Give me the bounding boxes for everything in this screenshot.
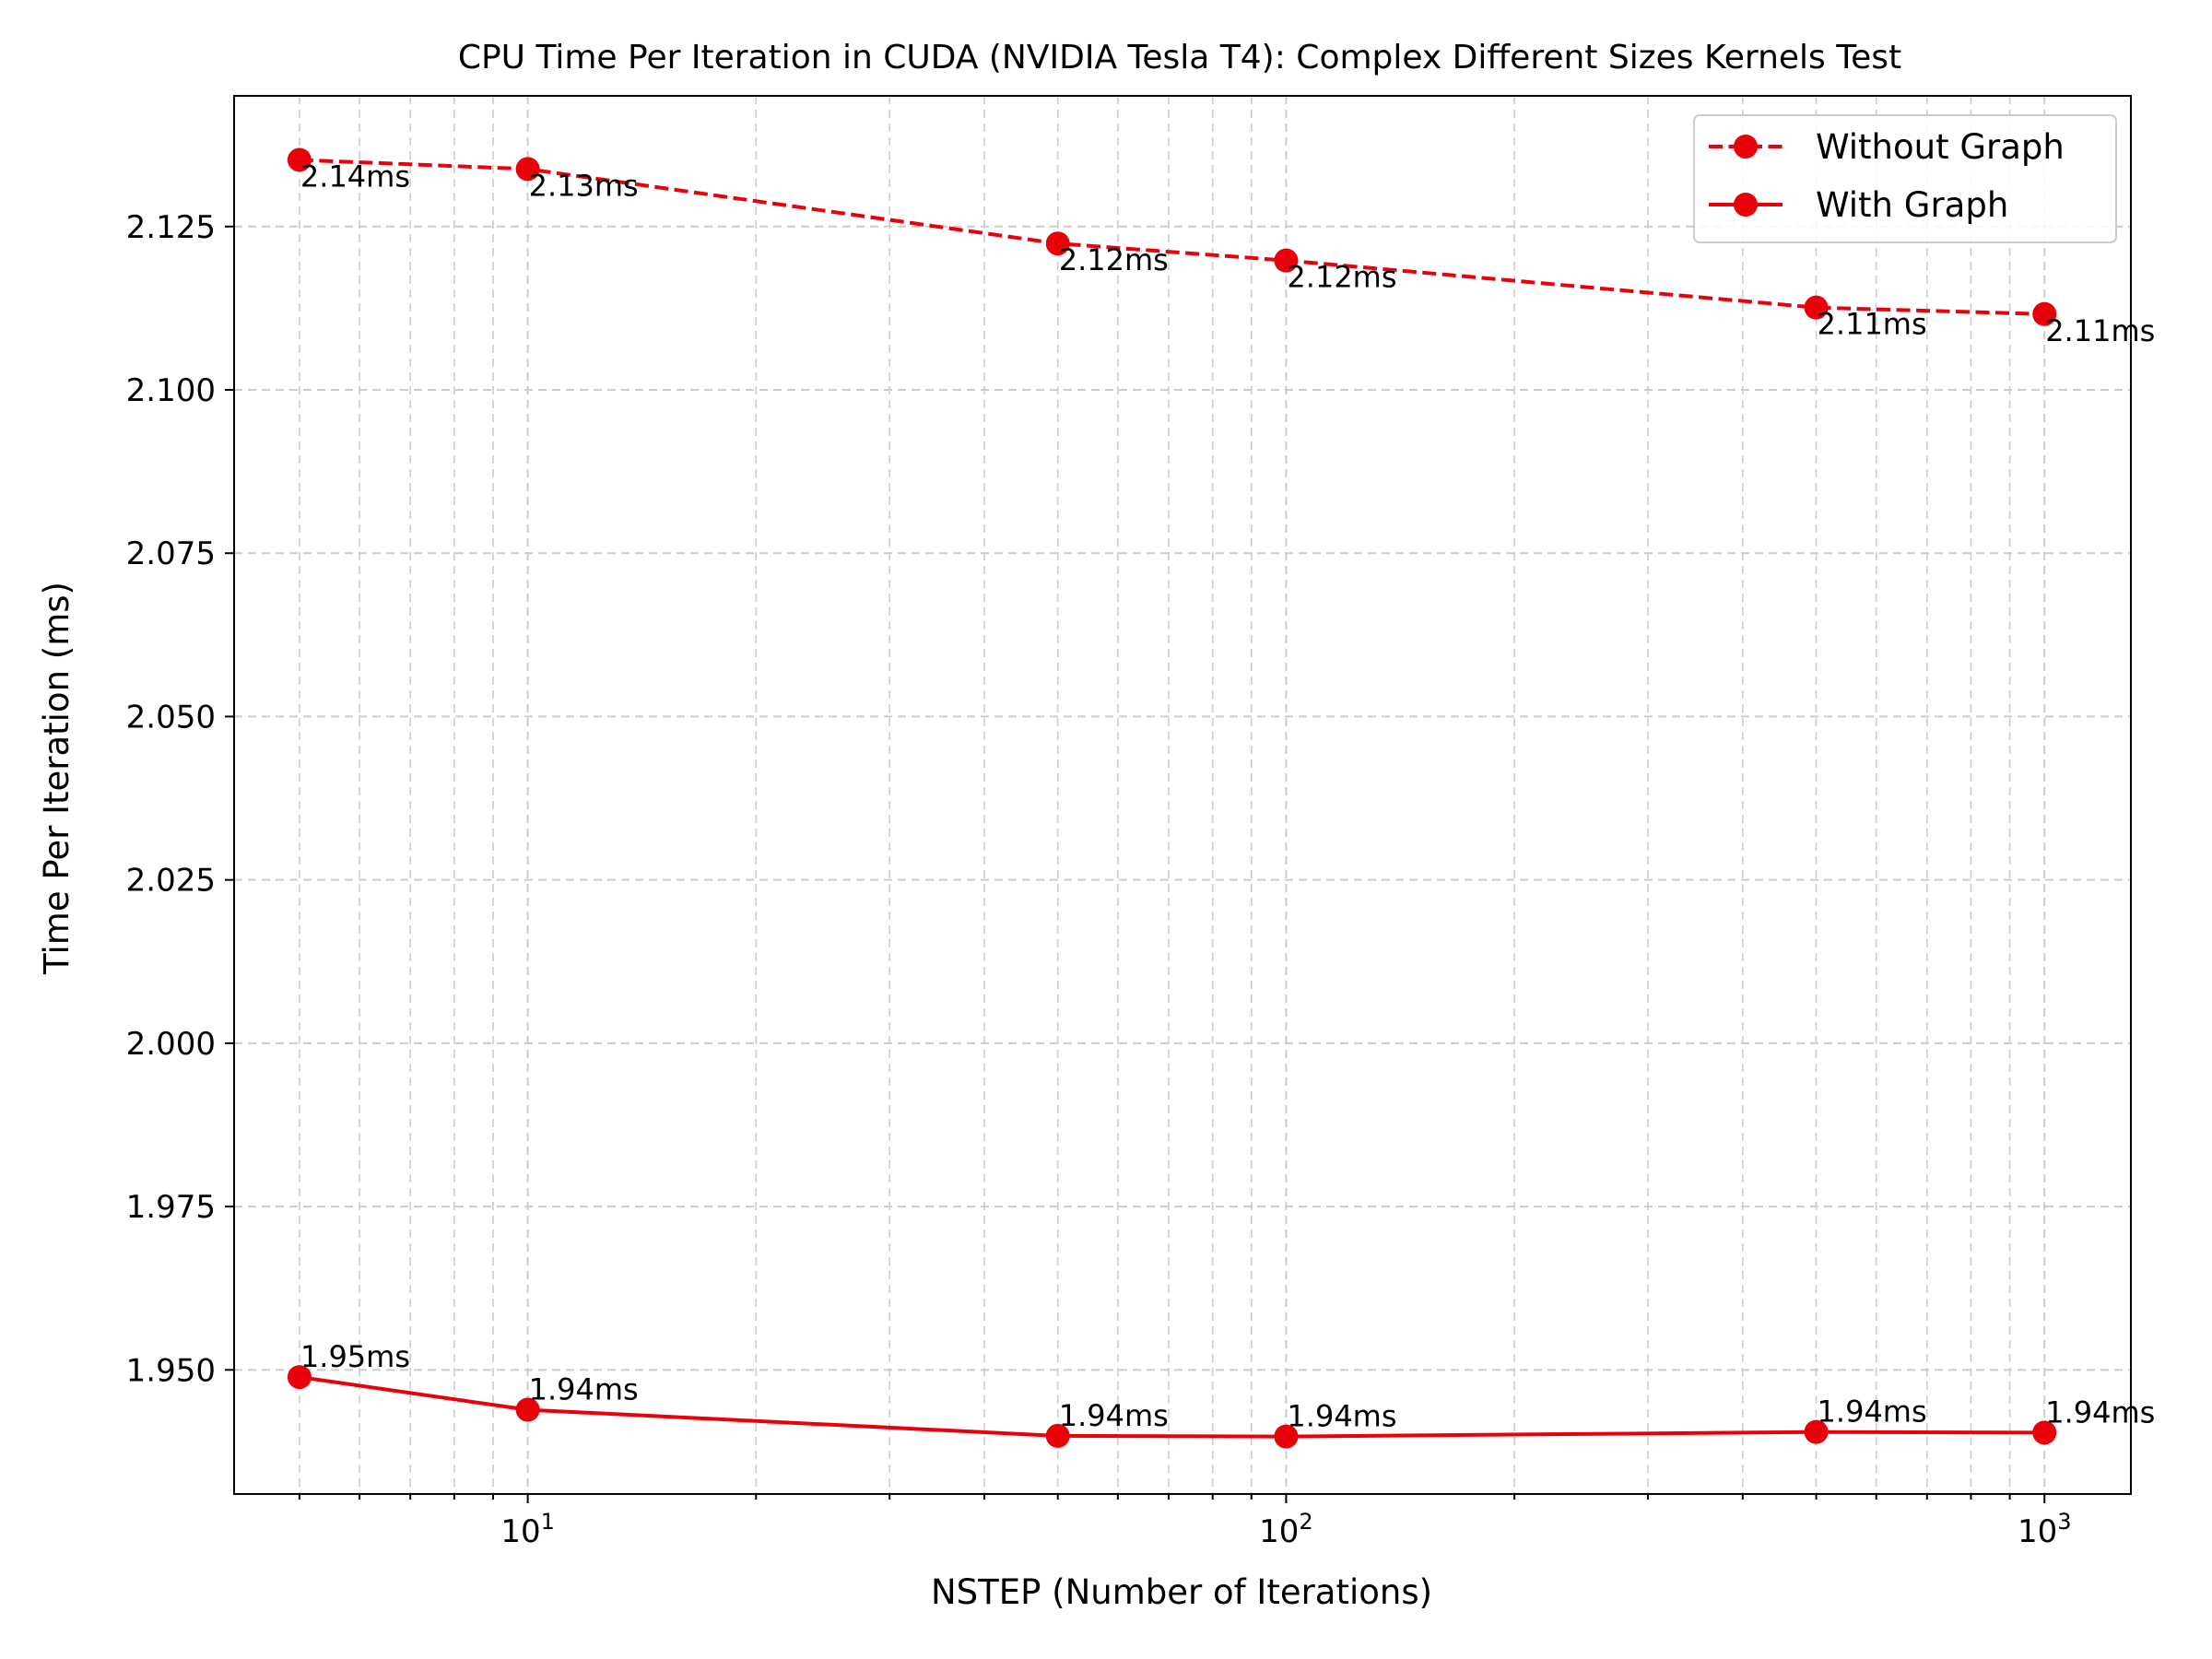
y-tick-label: 2.125 bbox=[126, 209, 216, 246]
data-point bbox=[1274, 1424, 1299, 1449]
axes: 101 102 103 1.950 1.975 2.000 2.025 2.050 2.075 2… bbox=[126, 209, 2072, 1550]
series-line-with-graph bbox=[299, 1375, 2045, 1439]
data-label: 2.11ms bbox=[1818, 307, 1927, 342]
x-tick-label: 102 bbox=[1259, 1509, 1313, 1550]
data-point bbox=[1274, 248, 1299, 273]
data-label: 1.94ms bbox=[2045, 1394, 2155, 1430]
data-point bbox=[1804, 295, 1829, 320]
data-point bbox=[2032, 1420, 2057, 1445]
legend-marker bbox=[1734, 135, 1758, 159]
data-point bbox=[1045, 231, 1070, 256]
x-axis-label: NSTEP (Number of Iterations) bbox=[931, 1572, 1432, 1612]
data-point bbox=[2032, 301, 2057, 326]
data-label: 1.94ms bbox=[1059, 1398, 1169, 1433]
y-tick-label: 2.075 bbox=[126, 535, 216, 572]
data-point bbox=[515, 1397, 540, 1422]
y-tick-label: 2.000 bbox=[126, 1026, 216, 1063]
data-label: 2.12ms bbox=[1059, 242, 1169, 277]
data-label-layer: 2.14ms 2.13ms 2.12ms 2.12ms 2.11ms 2.11ms 1.95… bbox=[300, 159, 2155, 1433]
plot-frame bbox=[233, 95, 2132, 1495]
legend-box bbox=[1693, 114, 2117, 243]
x-tick-label: 101 bbox=[500, 1509, 555, 1550]
y-axis-label: Time Per Iteration (ms) bbox=[37, 582, 76, 975]
data-point bbox=[287, 1365, 312, 1390]
data-label: 1.94ms bbox=[529, 1372, 639, 1407]
data-label: 2.13ms bbox=[529, 168, 639, 203]
series-line-without-graph bbox=[299, 158, 2045, 316]
data-label: 2.12ms bbox=[1287, 260, 1396, 295]
data-label: 1.94ms bbox=[1818, 1394, 1927, 1430]
chart-title: CPU Time Per Iteration in CUDA (NVIDIA T… bbox=[458, 39, 1901, 76]
legend: Without Graph With Graph bbox=[1693, 114, 2117, 243]
legend-label: Without Graph bbox=[1816, 127, 2065, 167]
data-point bbox=[515, 157, 540, 182]
data-point bbox=[287, 147, 312, 172]
data-label: 1.95ms bbox=[300, 1339, 410, 1374]
data-point bbox=[1804, 1419, 1829, 1444]
series-layer bbox=[287, 147, 2057, 1449]
x-tick-label: 103 bbox=[2018, 1509, 2072, 1550]
y-tick-label: 2.050 bbox=[126, 699, 216, 735]
data-label: 1.94ms bbox=[1287, 1399, 1396, 1434]
y-tick-label: 1.975 bbox=[126, 1189, 216, 1226]
legend-label: With Graph bbox=[1816, 185, 2008, 225]
data-label: 2.11ms bbox=[2045, 313, 2155, 348]
data-label: 2.14ms bbox=[300, 159, 410, 194]
y-tick-label: 2.025 bbox=[126, 863, 216, 900]
y-tick-label: 2.100 bbox=[126, 372, 216, 409]
data-point bbox=[1045, 1423, 1070, 1448]
grid bbox=[234, 96, 2131, 1494]
legend-marker bbox=[1734, 193, 1758, 217]
y-tick-label: 1.950 bbox=[126, 1352, 216, 1389]
